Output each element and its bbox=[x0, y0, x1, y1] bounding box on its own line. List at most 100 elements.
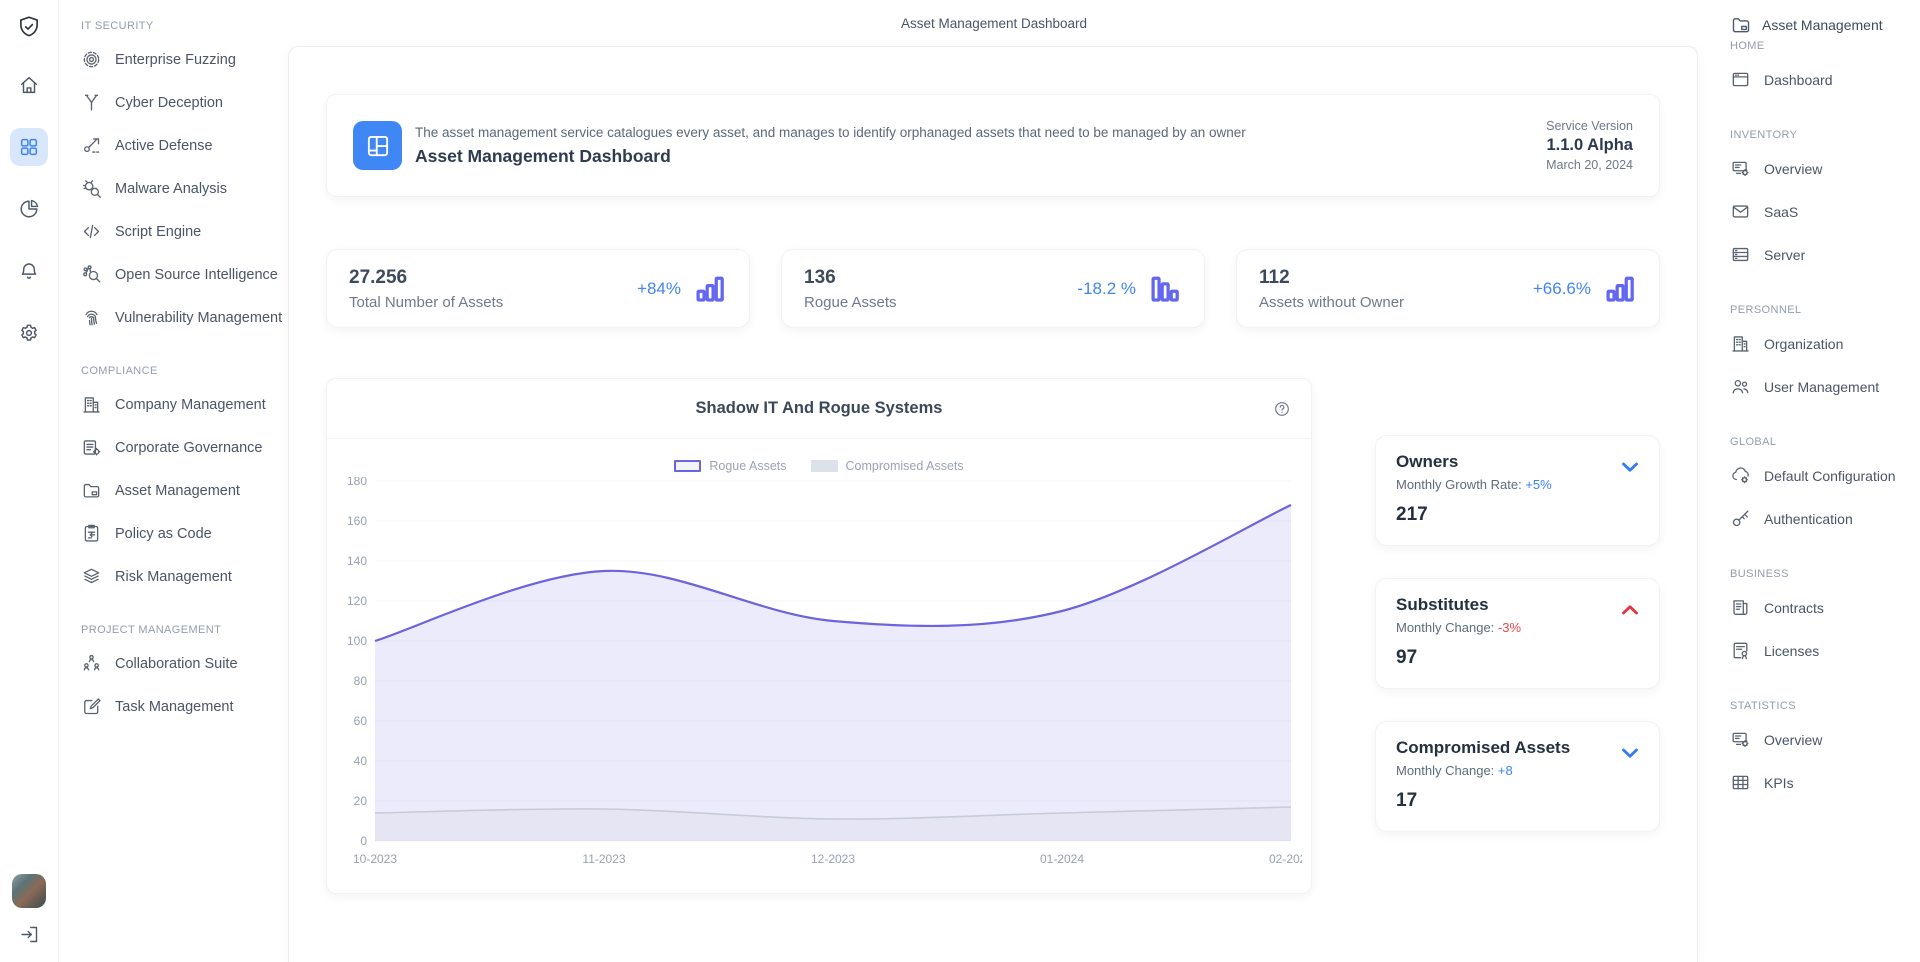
rightbar-item-server[interactable]: Server bbox=[1730, 233, 1912, 276]
svg-text:180: 180 bbox=[347, 477, 367, 488]
chart-and-insights: Shadow IT And Rogue Systems Rogue Assets… bbox=[326, 378, 1660, 894]
stats-row: 27.256 Total Number of Assets +84% 136 Rogue… bbox=[326, 249, 1660, 328]
rightbar-section-label: STATISTICS bbox=[1730, 700, 1796, 712]
legend-label: Rogue Assets bbox=[709, 459, 787, 473]
legend-swatch bbox=[674, 460, 702, 472]
stat-text: 136 Rogue Assets bbox=[804, 267, 897, 311]
svg-text:01-2024: 01-2024 bbox=[1040, 852, 1084, 866]
shadow-it-chart-card: Shadow IT And Rogue Systems Rogue Assets… bbox=[326, 378, 1313, 894]
sidebar-item-label: Collaboration Suite bbox=[115, 655, 238, 672]
code-icon bbox=[81, 221, 102, 242]
sidebar-item-vulnerability-management[interactable]: Vulnerability Management bbox=[81, 296, 282, 339]
sidebar-section-label: IT SECURITY bbox=[81, 20, 154, 32]
rightbar-item-label: Dashboard bbox=[1764, 71, 1833, 88]
rail-nav bbox=[10, 66, 48, 352]
sidebar-item-risk-management[interactable]: Risk Management bbox=[81, 555, 274, 598]
sidebar-item-label: Task Management bbox=[115, 698, 234, 715]
stat-text: 27.256 Total Number of Assets bbox=[349, 267, 503, 311]
user-avatar[interactable] bbox=[12, 874, 46, 908]
contract-icon bbox=[1730, 597, 1751, 618]
left-sidebar: IT SECURITY Enterprise Fuzzing Cyber Decep… bbox=[59, 0, 288, 962]
svg-text:40: 40 bbox=[354, 754, 368, 768]
sidebar-item-asset-management[interactable]: Asset Management bbox=[81, 469, 274, 512]
sidebar-item-task-management[interactable]: Task Management bbox=[81, 685, 274, 728]
rightbar-item-licenses[interactable]: Licenses bbox=[1730, 629, 1912, 672]
apps-icon[interactable] bbox=[10, 128, 48, 166]
stat-value: 136 bbox=[804, 266, 836, 288]
chevron-down-icon[interactable] bbox=[1617, 454, 1643, 483]
chevron-up-icon[interactable] bbox=[1617, 597, 1643, 626]
rightbar-item-user-management[interactable]: User Management bbox=[1730, 365, 1912, 408]
bars-descending-icon bbox=[1148, 272, 1182, 306]
sidebar-item-malware-analysis[interactable]: Malware Analysis bbox=[81, 167, 274, 210]
stat-label: Assets without Owner bbox=[1259, 293, 1405, 311]
sidebar-item-cyber-deception[interactable]: Cyber Deception bbox=[81, 81, 274, 124]
sidebar-item-corporate-governance[interactable]: Corporate Governance bbox=[81, 426, 274, 469]
sidebar-item-collaboration-suite[interactable]: Collaboration Suite bbox=[81, 642, 274, 685]
insight-change: +5% bbox=[1525, 477, 1552, 492]
rightbar-item-label: Overview bbox=[1764, 731, 1823, 748]
legend-compromised-assets[interactable]: Compromised Assets bbox=[810, 459, 964, 473]
logout-icon[interactable] bbox=[19, 924, 40, 948]
insight-subtitle: Monthly Change: +8 bbox=[1396, 763, 1513, 778]
rightbar-item-dashboard[interactable]: Dashboard bbox=[1730, 58, 1912, 101]
sidebar-section-it-security: IT SECURITY Enterprise Fuzzing Cyber Decep… bbox=[81, 20, 282, 339]
right-sidebar: Asset Management HOME Dashboard INVENTORY O… bbox=[1700, 0, 1920, 962]
svg-text:80: 80 bbox=[354, 674, 368, 688]
sidebar-item-company-management[interactable]: Company Management bbox=[81, 383, 274, 426]
sidebar-item-enterprise-fuzzing[interactable]: Enterprise Fuzzing bbox=[81, 38, 274, 81]
sidebar-item-policy-as-code[interactable]: Policy as Code bbox=[81, 512, 274, 555]
edit-square-icon bbox=[81, 696, 102, 717]
sidebar-item-script-engine[interactable]: Script Engine bbox=[81, 210, 274, 253]
rail-bottom bbox=[12, 874, 46, 948]
pie-chart-icon[interactable] bbox=[10, 190, 48, 228]
rightbar-item-contracts[interactable]: Contracts bbox=[1730, 586, 1912, 629]
legend-swatch bbox=[810, 460, 838, 472]
rightbar-item-label: Organization bbox=[1764, 335, 1844, 352]
company-icon bbox=[81, 394, 102, 415]
sidebar-item-open-source-intelligence[interactable]: Open Source Intelligence bbox=[81, 253, 278, 296]
users-icon bbox=[1730, 376, 1751, 397]
legend-label: Compromised Assets bbox=[845, 459, 964, 473]
stat-change: +66.6% bbox=[1532, 278, 1591, 298]
rightbar-section-business: BUSINESS Contracts Licenses bbox=[1730, 568, 1912, 672]
rightbar-item-label: SaaS bbox=[1764, 203, 1799, 220]
legend-rogue-assets[interactable]: Rogue Assets bbox=[674, 459, 787, 473]
banner-title: Asset Management Dashboard bbox=[415, 145, 671, 166]
rightbar-item-default-configuration[interactable]: Default Configuration bbox=[1730, 454, 1912, 497]
rightbar-item-label: Contracts bbox=[1764, 599, 1824, 616]
service-banner: The asset management service catalogues … bbox=[326, 94, 1660, 197]
rightbar-item-organization[interactable]: Organization bbox=[1730, 322, 1912, 365]
rightbar-item-label: User Management bbox=[1764, 378, 1880, 395]
rightbar-item-authentication[interactable]: Authentication bbox=[1730, 497, 1912, 540]
dashboard-tile-icon bbox=[353, 121, 402, 170]
rightbar-item-overview[interactable]: Overview bbox=[1730, 718, 1912, 761]
stat-card-assets-without-owner: 112 Assets without Owner +66.6% bbox=[1236, 249, 1660, 328]
company-icon bbox=[1730, 333, 1751, 354]
rightbar-section-label: INVENTORY bbox=[1730, 129, 1798, 141]
sidebar-item-label: Risk Management bbox=[115, 568, 232, 585]
settings-icon[interactable] bbox=[10, 314, 48, 352]
bell-icon[interactable] bbox=[10, 252, 48, 290]
bug-search-icon bbox=[81, 178, 102, 199]
rightbar-item-overview[interactable]: Overview bbox=[1730, 147, 1912, 190]
insight-card-owners: Owners Monthly Growth Rate: +5% 217 bbox=[1375, 435, 1660, 546]
rightbar-section-label: GLOBAL bbox=[1730, 436, 1777, 448]
insight-card-compromised-assets: Compromised Assets Monthly Change: +8 17 bbox=[1375, 721, 1660, 832]
svg-text:120: 120 bbox=[347, 594, 367, 608]
rightbar-section-personnel: PERSONNEL Organization User Management bbox=[1730, 304, 1912, 408]
rightbar-item-saas[interactable]: SaaS bbox=[1730, 190, 1912, 233]
sidebar-item-label: Malware Analysis bbox=[115, 180, 228, 197]
insight-value: 217 bbox=[1396, 504, 1428, 525]
cloud-gear-icon bbox=[1730, 465, 1751, 486]
shield-check-icon bbox=[16, 14, 42, 40]
service-description: The asset management service catalogues … bbox=[415, 124, 1246, 140]
sidebar-item-active-defense[interactable]: Active Defense bbox=[81, 124, 274, 167]
svg-text:140: 140 bbox=[347, 554, 367, 568]
rightbar-item-kpis[interactable]: KPIs bbox=[1730, 761, 1912, 804]
insight-change: +8 bbox=[1497, 763, 1513, 778]
help-icon[interactable] bbox=[1273, 400, 1291, 421]
home-icon[interactable] bbox=[10, 66, 48, 104]
chevron-down-icon[interactable] bbox=[1617, 740, 1643, 769]
clipboard-icon bbox=[81, 523, 102, 544]
